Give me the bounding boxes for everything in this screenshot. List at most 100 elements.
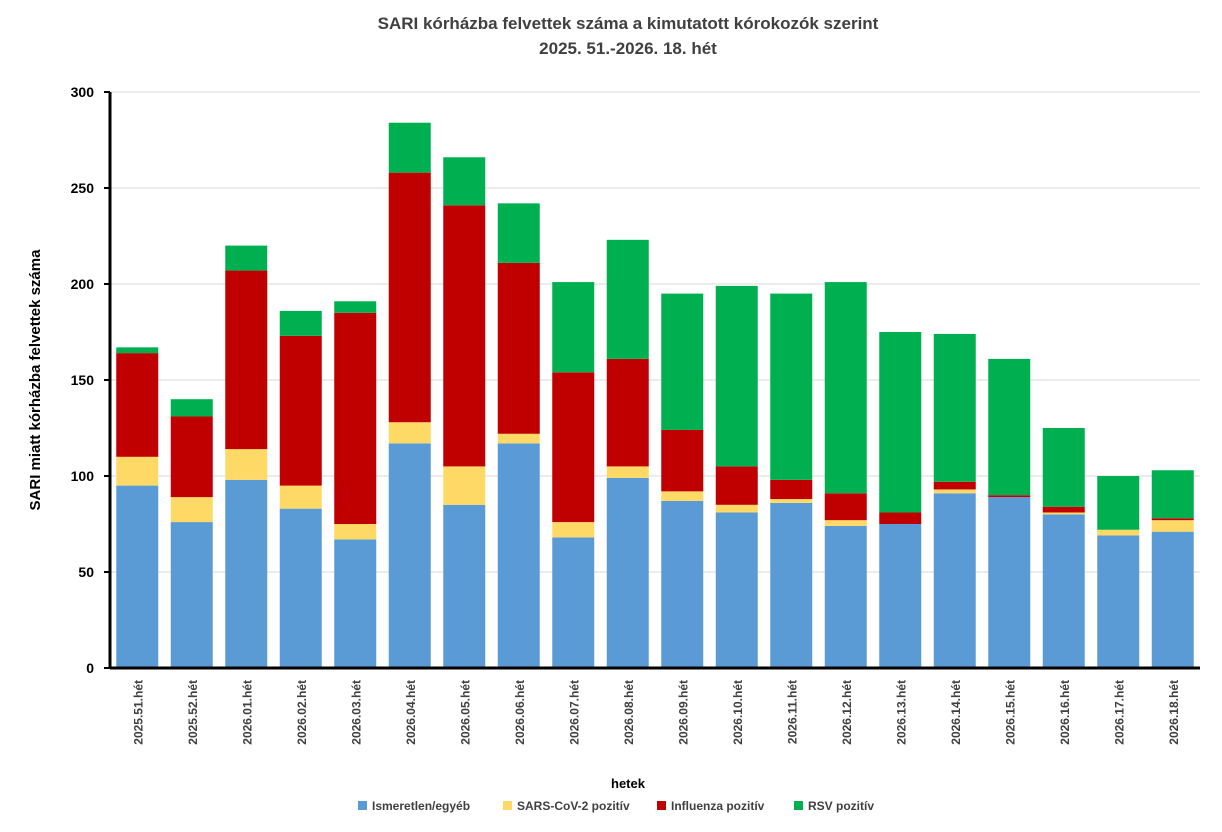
x-tick-label: 2026.10.hét [731, 680, 745, 745]
bar-segment [170, 522, 213, 668]
bar-segment [1097, 476, 1140, 530]
bar-segment [279, 310, 322, 336]
gridlines [110, 91, 1200, 573]
bar-segment [661, 429, 704, 492]
bar-segment [225, 449, 268, 480]
x-tick-label: 2026.07.hét [567, 680, 581, 745]
bar-segment [334, 524, 377, 540]
legend-label: Influenza pozitív [671, 799, 765, 813]
bar-segment [770, 479, 813, 500]
bar-segment [824, 520, 867, 526]
legend-label: RSV pozitív [808, 799, 874, 813]
bar-segment [334, 312, 377, 524]
bar-segment [770, 499, 813, 503]
bar-segment [116, 347, 159, 354]
x-tick-label: 2026.11.hét [785, 680, 799, 744]
bar-segment [1151, 518, 1194, 521]
bar-segment [443, 466, 486, 505]
bar-segment [497, 262, 540, 434]
bar-segment [988, 495, 1031, 498]
bar-segment [388, 443, 431, 668]
bar-segment [225, 245, 268, 271]
y-tick-label: 100 [71, 468, 95, 484]
bar-segment [1151, 470, 1194, 519]
bars-group [116, 122, 1194, 668]
x-tick-label: 2026.18.hét [1167, 680, 1181, 745]
bar-segment [606, 239, 649, 359]
legend: Ismeretlen/egyéb SARS-CoV-2 pozitív Influe… [358, 799, 874, 813]
y-tick-label: 50 [78, 564, 94, 580]
bar-segment [552, 522, 595, 538]
x-tick-label: 2026.06.hét [513, 680, 527, 745]
y-tick-label: 150 [71, 372, 95, 388]
bar-segment [824, 282, 867, 494]
bar-segment [497, 203, 540, 263]
bar-segment [334, 301, 377, 313]
x-tick-label: 2026.03.hét [349, 680, 363, 745]
x-tick-label: 2026.16.hét [1058, 680, 1072, 745]
bar-segment [933, 489, 976, 494]
x-tick-label: 2026.17.hét [1112, 680, 1126, 745]
bar-segment [497, 433, 540, 444]
bar-segment [824, 493, 867, 521]
bar-segment [1097, 535, 1140, 668]
bar-segment [606, 358, 649, 467]
bar-segment [116, 485, 159, 668]
bar-segment [933, 481, 976, 490]
legend-swatch [794, 801, 803, 810]
bar-segment [661, 500, 704, 668]
bar-segment [552, 372, 595, 523]
bar-segment [225, 479, 268, 668]
bar-segment [170, 497, 213, 523]
bar-segment [879, 524, 922, 668]
bar-segment [279, 335, 322, 486]
x-tick-label: 2026.04.hét [404, 680, 418, 745]
bar-segment [988, 497, 1031, 668]
x-tick-label: 2025.51.hét [131, 680, 145, 745]
bar-segment [225, 270, 268, 450]
bar-segment [170, 399, 213, 417]
bar-segment [1097, 529, 1140, 536]
bar-segment [443, 205, 486, 467]
bar-segment [1151, 520, 1194, 532]
bar-segment [497, 443, 540, 668]
bar-segment [388, 172, 431, 423]
legend-label: Ismeretlen/egyéb [372, 799, 470, 813]
bar-segment [279, 485, 322, 509]
x-tick-label: 2026.08.hét [622, 680, 636, 745]
y-tick-label: 200 [71, 276, 95, 292]
bar-segment [1042, 514, 1085, 668]
bar-segment [1042, 506, 1085, 513]
bar-segment [988, 358, 1031, 496]
legend-swatch [358, 801, 367, 810]
bar-segment [116, 456, 159, 486]
bar-segment [279, 508, 322, 668]
legend-swatch [657, 801, 666, 810]
y-tick-label: 0 [86, 660, 94, 676]
y-tick-labels: 0 50 100 150 200 250 300 [71, 84, 110, 676]
x-tick-label: 2025.52.hét [186, 680, 200, 745]
bar-segment [770, 502, 813, 668]
bar-segment [715, 466, 758, 505]
bar-segment [388, 122, 431, 173]
x-tick-label: 2026.05.hét [458, 680, 472, 745]
bar-segment [770, 293, 813, 480]
bar-segment [933, 493, 976, 668]
bar-segment [334, 539, 377, 668]
x-tick-label: 2026.15.hét [1003, 680, 1017, 745]
bar-segment [443, 157, 486, 206]
bar-segment [933, 333, 976, 482]
bar-segment [388, 422, 431, 444]
bar-segment [606, 477, 649, 668]
bar-segment [1151, 531, 1194, 668]
bar-segment [552, 282, 595, 373]
x-tick-label: 2026.02.hét [295, 680, 309, 745]
bar-segment [879, 512, 922, 524]
legend-label: SARS-CoV-2 pozitív [517, 799, 630, 813]
bar-segment [879, 332, 922, 513]
x-tick-labels: 2025.51.hét 2025.52.hét 2026.01.hét 2026.02… [131, 680, 1181, 745]
bar-segment [715, 512, 758, 668]
bar-segment [715, 504, 758, 513]
